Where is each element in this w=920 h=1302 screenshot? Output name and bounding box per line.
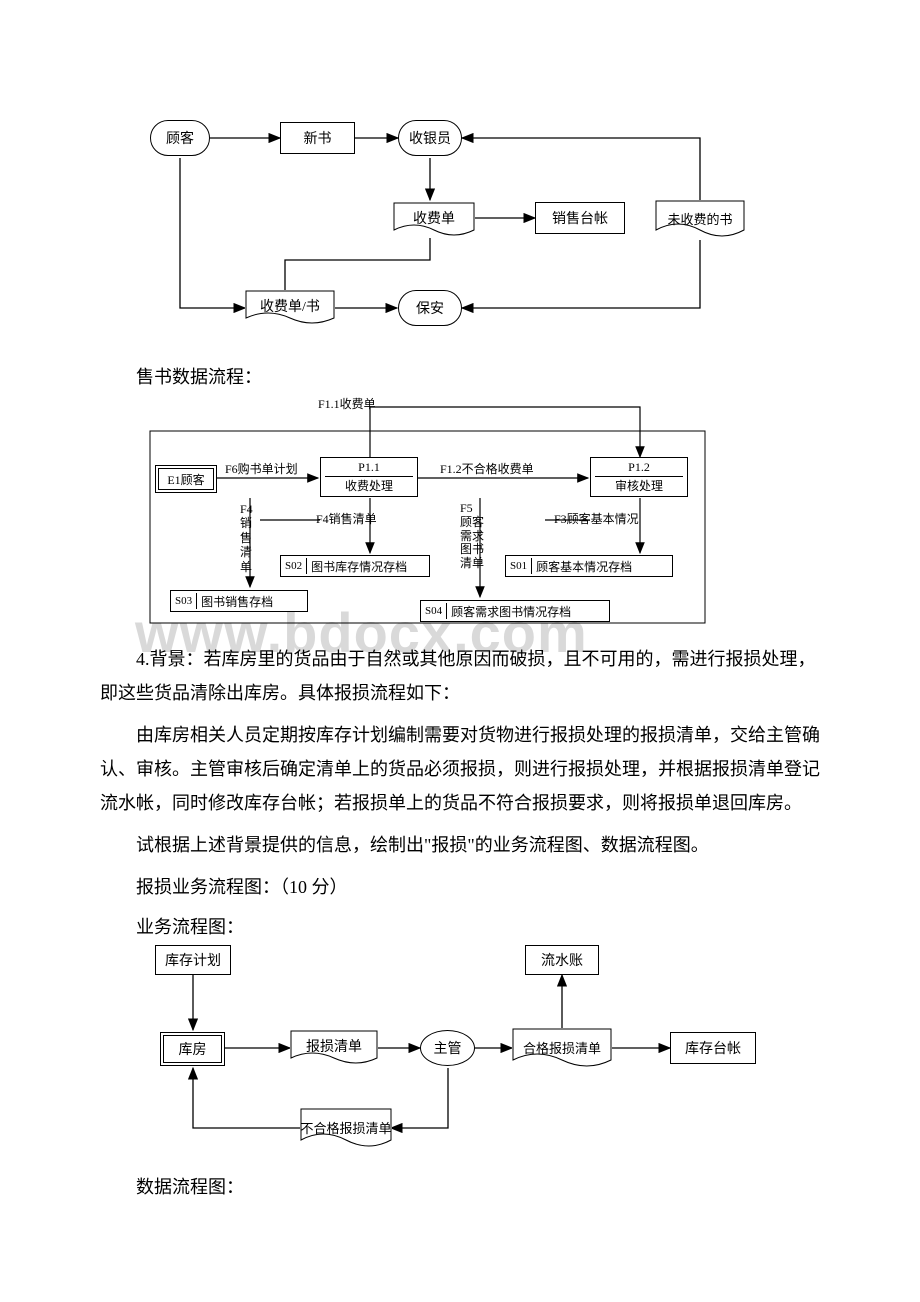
d2-f4v-label: F4销售清单 [240,502,254,574]
d3-stock-ledger: 库存台帐 [670,1032,756,1064]
line-bpd2: 业务流程图： [100,910,820,944]
d2-f12-label: F1.2不合格收费单 [440,462,534,476]
d1-customer: 顾客 [150,120,210,156]
d1-receipt-book: 收费单/书 [245,290,335,326]
d2-p11: P1.1 收费处理 [320,457,418,497]
d2-s01: S01顾客基本情况存档 [505,555,673,577]
line-dfd: 数据流程图： [100,1170,820,1204]
d2-p12: P1.2 审核处理 [590,457,688,497]
d3-ok-report: 合格报损清单 [512,1028,612,1070]
d2-f3-label: F3顾客基本情况 [554,512,639,526]
d3-report-list: 报损清单 [290,1030,378,1066]
d3-bad-report: 不合格报损清单 [300,1108,392,1150]
para4-q: 试根据上述背景提供的信息，绘制出"报损"的业务流程图、数据流程图。 [100,828,820,862]
d2-s02: S02图书库存情况存档 [280,555,430,577]
d1-security: 保安 [398,290,462,326]
d2-e1: E1顾客 [155,465,217,493]
d2-f4h-label: F4销售清单 [316,512,377,526]
d2-f6-label: F6购书单计划 [225,462,298,476]
para4-title: 4.背景：若库房里的货品由于自然或其他原因而破损，且不可用的，需进行报损处理，即… [100,642,820,710]
d1-unpaid-book: 未收费的书 [655,200,745,240]
d1-cashier: 收银员 [398,120,462,156]
d3-journal: 流水账 [525,945,599,975]
d2-f5v-label: F5顾客需求图书清单 [460,502,488,571]
d1-sales-ledger: 销售台帐 [535,202,625,234]
sales-data-flow-header: 售书数据流程： [100,360,820,394]
line-bpd: 报损业务流程图：（10 分） [100,870,820,904]
d3-supervisor: 主管 [420,1030,475,1066]
d1-receipt: 收费单 [393,202,475,238]
d2-f11-label: F1.1收费单 [318,397,376,411]
d3-warehouse: 库房 [160,1032,225,1066]
para4-body: 由库房相关人员定期按库存计划编制需要对货物进行报损处理的报损清单，交给主管确认、… [100,718,820,821]
d1-newbook: 新书 [280,122,355,154]
d3-stock-plan: 库存计划 [155,945,231,975]
